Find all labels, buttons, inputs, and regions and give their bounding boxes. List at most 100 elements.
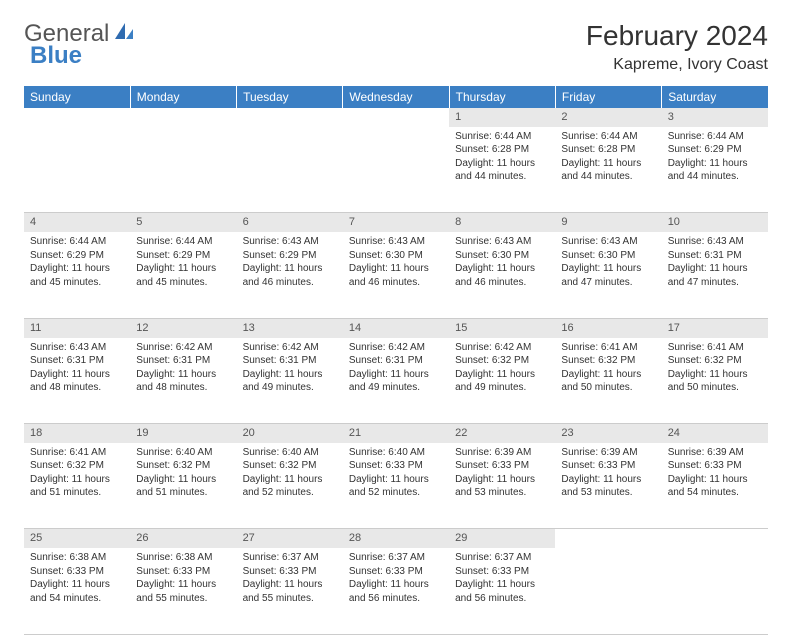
day-line: Daylight: 11 hours (668, 368, 762, 382)
day-data-row: Sunrise: 6:43 AMSunset: 6:31 PMDaylight:… (24, 338, 768, 424)
day-header: Sunday (24, 86, 130, 108)
day-cell (24, 127, 130, 213)
day-line: Sunset: 6:32 PM (668, 354, 762, 368)
day-cell: Sunrise: 6:42 AMSunset: 6:31 PMDaylight:… (237, 338, 343, 424)
day-number: 1 (449, 108, 555, 127)
day-cell: Sunrise: 6:41 AMSunset: 6:32 PMDaylight:… (555, 338, 661, 424)
day-line: Daylight: 11 hours (136, 473, 230, 487)
day-line: Daylight: 11 hours (136, 368, 230, 382)
day-line: Daylight: 11 hours (349, 262, 443, 276)
day-line: Daylight: 11 hours (349, 578, 443, 592)
day-cell: Sunrise: 6:43 AMSunset: 6:30 PMDaylight:… (449, 232, 555, 318)
day-line: Daylight: 11 hours (668, 262, 762, 276)
day-line: Sunset: 6:32 PM (136, 459, 230, 473)
day-header: Monday (130, 86, 236, 108)
day-cell: Sunrise: 6:39 AMSunset: 6:33 PMDaylight:… (555, 443, 661, 529)
day-line: Sunrise: 6:40 AM (349, 446, 443, 460)
day-line: Sunset: 6:29 PM (136, 249, 230, 263)
daynum-row: 11121314151617 (24, 318, 768, 337)
day-cell: Sunrise: 6:44 AMSunset: 6:28 PMDaylight:… (449, 127, 555, 213)
day-number (555, 529, 661, 548)
day-cell: Sunrise: 6:43 AMSunset: 6:30 PMDaylight:… (343, 232, 449, 318)
day-line: Sunrise: 6:44 AM (455, 130, 549, 144)
day-data-row: Sunrise: 6:44 AMSunset: 6:28 PMDaylight:… (24, 127, 768, 213)
day-line: and 48 minutes. (30, 381, 124, 395)
day-cell: Sunrise: 6:42 AMSunset: 6:31 PMDaylight:… (130, 338, 236, 424)
header: General February 2024 Kapreme, Ivory Coa… (24, 20, 768, 74)
day-header: Tuesday (237, 86, 343, 108)
day-number: 19 (130, 424, 236, 443)
day-cell: Sunrise: 6:39 AMSunset: 6:33 PMDaylight:… (449, 443, 555, 529)
day-header: Saturday (662, 86, 768, 108)
day-line: Sunset: 6:33 PM (30, 565, 124, 579)
day-line: and 46 minutes. (455, 276, 549, 290)
day-line: Sunrise: 6:44 AM (561, 130, 655, 144)
day-line: Sunrise: 6:42 AM (349, 341, 443, 355)
day-cell (662, 548, 768, 634)
title-block: February 2024 Kapreme, Ivory Coast (586, 20, 768, 74)
day-line: Sunset: 6:31 PM (668, 249, 762, 263)
day-line: and 54 minutes. (30, 592, 124, 606)
day-cell: Sunrise: 6:40 AMSunset: 6:33 PMDaylight:… (343, 443, 449, 529)
daynum-row: 45678910 (24, 213, 768, 232)
day-line: Sunset: 6:33 PM (349, 459, 443, 473)
day-number: 23 (555, 424, 661, 443)
day-line: Sunset: 6:30 PM (455, 249, 549, 263)
day-line: Daylight: 11 hours (349, 473, 443, 487)
day-line: Sunrise: 6:43 AM (243, 235, 337, 249)
day-cell: Sunrise: 6:42 AMSunset: 6:32 PMDaylight:… (449, 338, 555, 424)
day-line: Sunset: 6:32 PM (243, 459, 337, 473)
day-cell: Sunrise: 6:39 AMSunset: 6:33 PMDaylight:… (662, 443, 768, 529)
day-line: Sunrise: 6:41 AM (30, 446, 124, 460)
day-cell: Sunrise: 6:43 AMSunset: 6:29 PMDaylight:… (237, 232, 343, 318)
day-number (662, 529, 768, 548)
day-line: and 45 minutes. (30, 276, 124, 290)
day-line: Sunrise: 6:43 AM (668, 235, 762, 249)
day-cell (130, 127, 236, 213)
day-line: Sunrise: 6:43 AM (349, 235, 443, 249)
day-line: and 55 minutes. (136, 592, 230, 606)
day-line: and 55 minutes. (243, 592, 337, 606)
daynum-row: 123 (24, 108, 768, 127)
day-cell: Sunrise: 6:44 AMSunset: 6:29 PMDaylight:… (130, 232, 236, 318)
day-line: and 49 minutes. (243, 381, 337, 395)
day-line: Sunrise: 6:39 AM (455, 446, 549, 460)
day-header-row: SundayMondayTuesdayWednesdayThursdayFrid… (24, 86, 768, 108)
day-line: Sunset: 6:31 PM (243, 354, 337, 368)
day-line: Daylight: 11 hours (455, 262, 549, 276)
day-cell (343, 127, 449, 213)
day-line: and 53 minutes. (561, 486, 655, 500)
day-line: and 49 minutes. (349, 381, 443, 395)
day-line: Sunrise: 6:41 AM (561, 341, 655, 355)
day-line: and 50 minutes. (561, 381, 655, 395)
day-line: Sunrise: 6:41 AM (668, 341, 762, 355)
day-line: Sunset: 6:32 PM (30, 459, 124, 473)
day-data-row: Sunrise: 6:41 AMSunset: 6:32 PMDaylight:… (24, 443, 768, 529)
day-line: and 47 minutes. (668, 276, 762, 290)
day-line: Sunset: 6:30 PM (349, 249, 443, 263)
day-number: 21 (343, 424, 449, 443)
day-cell: Sunrise: 6:37 AMSunset: 6:33 PMDaylight:… (237, 548, 343, 634)
day-line: Daylight: 11 hours (349, 368, 443, 382)
day-number (237, 108, 343, 127)
day-line: Daylight: 11 hours (561, 157, 655, 171)
day-line: and 51 minutes. (136, 486, 230, 500)
day-line: and 52 minutes. (243, 486, 337, 500)
day-line: and 53 minutes. (455, 486, 549, 500)
day-line: Sunrise: 6:39 AM (668, 446, 762, 460)
day-data-row: Sunrise: 6:44 AMSunset: 6:29 PMDaylight:… (24, 232, 768, 318)
day-line: Daylight: 11 hours (561, 473, 655, 487)
day-line: Sunset: 6:31 PM (30, 354, 124, 368)
day-line: Sunset: 6:33 PM (455, 565, 549, 579)
day-line: Daylight: 11 hours (243, 368, 337, 382)
day-number: 11 (24, 318, 130, 337)
day-number: 25 (24, 529, 130, 548)
day-number: 12 (130, 318, 236, 337)
day-cell: Sunrise: 6:44 AMSunset: 6:29 PMDaylight:… (662, 127, 768, 213)
day-line: Sunrise: 6:40 AM (136, 446, 230, 460)
day-line: Sunset: 6:28 PM (561, 143, 655, 157)
day-cell: Sunrise: 6:40 AMSunset: 6:32 PMDaylight:… (130, 443, 236, 529)
day-line: Sunrise: 6:43 AM (561, 235, 655, 249)
day-line: and 46 minutes. (349, 276, 443, 290)
day-line: Daylight: 11 hours (30, 578, 124, 592)
